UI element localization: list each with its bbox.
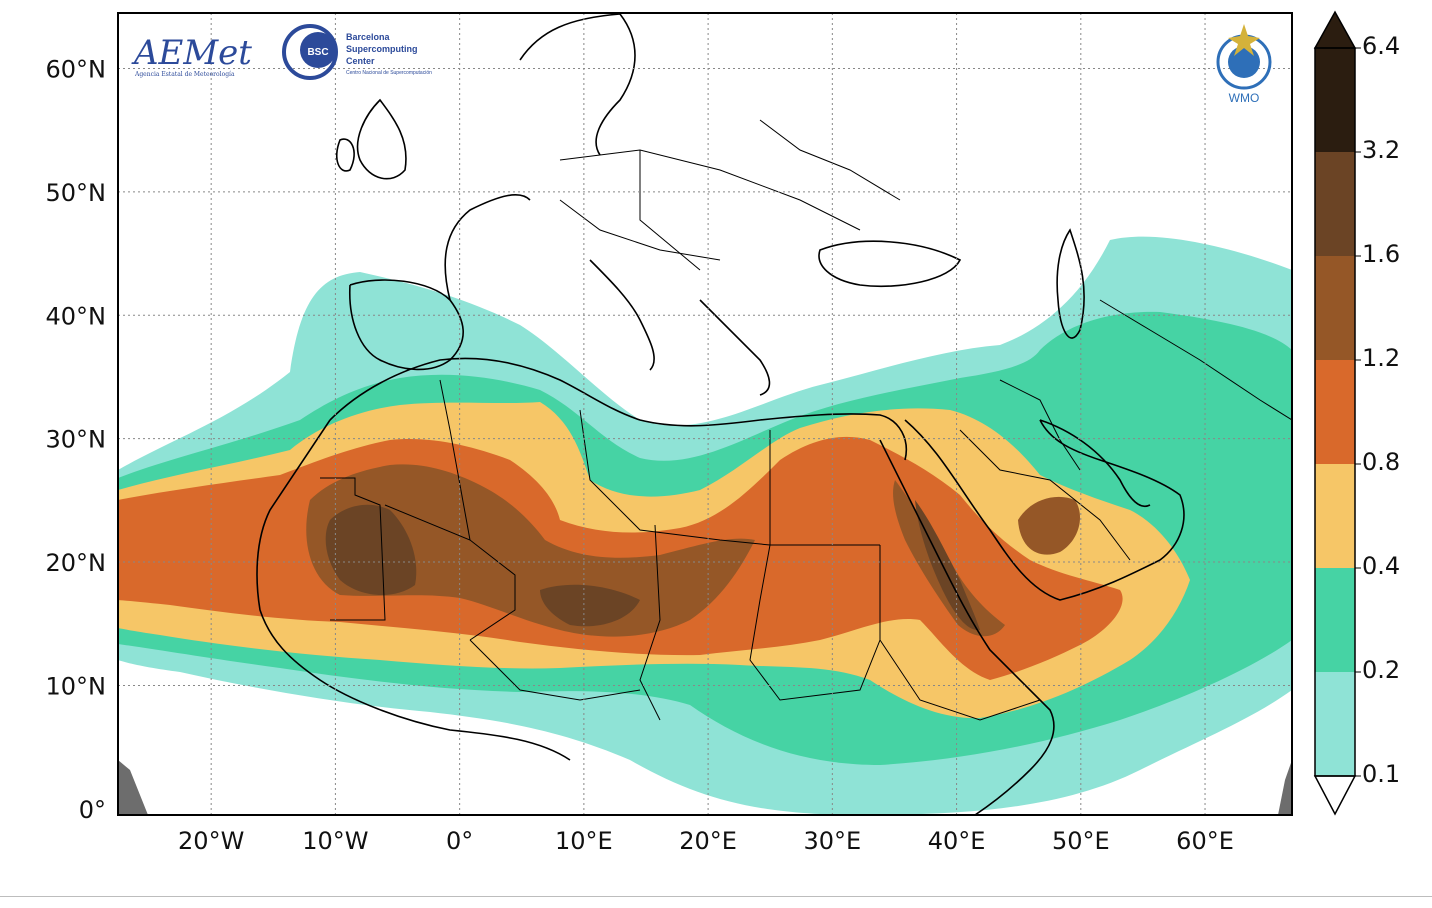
coast-italy [589,259,655,371]
lat-tick-label: 60°N [46,56,107,84]
wmo-text: WMO [1229,91,1260,105]
country-borders [320,119,1292,721]
dust-band-1.6 [325,504,417,596]
lon-tick-label: 40°E [928,827,986,855]
border-europe-2 [559,199,721,261]
border-ethiopia [879,639,1041,721]
colorbar-level-label: 0.1 [1362,760,1400,788]
lat-tick-label: 40°N [46,302,107,330]
coast-west-africa [256,419,571,761]
dust-band-1.6-central [540,584,640,627]
colorbar-level-label: 1.6 [1362,240,1400,268]
coast-britain [356,98,407,180]
lat-tick-label: 50°N [46,179,107,207]
lat-tick-label: 20°N [46,549,107,577]
latitude-ticks: 60°N 50°N 40°N 30°N 20°N 10°N 0° [46,56,107,824]
border-mali-niger [384,504,516,641]
colorbar-frame [1314,47,1356,777]
wmo-star-icon [1228,24,1260,56]
coast-france [444,194,531,301]
lon-tick-label: 30°E [803,827,861,855]
coast-arabia [904,419,1185,601]
bsc-line3: Center [346,56,375,66]
colorbar-labels: 6.4 3.2 1.6 1.2 0.8 0.4 0.2 0.1 [1355,32,1400,788]
wmo-logo: WMO [1216,24,1272,105]
bsc-badge-text: BSC [307,47,328,58]
colorbar-segment [1315,360,1355,465]
lat-tick-label: 0° [79,796,106,824]
longitude-ticks: 20°W 10°W 0° 10°E 20°E 30°E 40°E 50°E 60°E [178,827,1234,855]
border-mauritania [320,477,386,621]
coastlines [256,13,1185,815]
aemet-logo-text: AEMet [131,33,252,73]
colorbar-segment [1315,152,1355,257]
border-libya [579,409,771,546]
lon-tick-label: 20°W [178,827,244,855]
aemet-logo: AEMet Agencia Estatal de Meteorología [131,33,252,78]
colorbar-bottom-arrow [1313,775,1357,816]
border-iran [1099,299,1292,421]
coast-gulf [1039,419,1151,507]
colorbar-segment [1315,568,1355,673]
lat-tick-label: 10°N [46,672,107,700]
lon-tick-label: 60°E [1176,827,1234,855]
border-saudi [959,429,1131,561]
colorbar: 6.4 3.2 1.6 1.2 0.8 0.4 0.2 0.1 [1313,10,1400,816]
wmo-emblem-globe [1228,46,1260,78]
border-europe-3 [639,150,701,271]
bsc-logo: BSC Barcelona Supercomputing Center Cent… [282,24,432,80]
colorbar-top-arrow [1313,10,1357,49]
dust-band-1.2-arabia [1018,496,1080,555]
bsc-subtitle: Centro Nacional de Supercomputación [346,70,432,76]
colorbar-level-label: 0.2 [1362,656,1400,684]
graticule [118,13,1292,815]
bsc-logo-disc [300,32,336,68]
lon-tick-label: 50°E [1052,827,1110,855]
colorbar-level-label: 6.4 [1362,32,1400,60]
colorbar-level-label: 3.2 [1362,136,1400,164]
colorbar-segment [1315,672,1355,777]
lon-tick-label: 0° [446,827,473,855]
border-europe-4 [759,119,901,201]
border-europe-1 [559,149,861,231]
bsc-logo-ring [282,24,338,80]
no-data-left [118,760,148,815]
colorbar-segment [1315,48,1355,153]
map-frame [117,12,1293,816]
aemet-logo-subtitle: Agencia Estatal de Meteorología [134,71,235,78]
lon-tick-label: 20°E [679,827,737,855]
colorbar-segment [1315,464,1355,569]
no-data-right [1278,760,1292,815]
border-central-africa [469,639,641,701]
bottom-divider [0,896,1432,897]
border-iraq [999,379,1081,471]
border-chad-sudan [639,524,661,721]
colorbar-level-label: 0.4 [1362,552,1400,580]
bsc-line1: Barcelona [346,32,391,42]
coast-caspian [1056,228,1085,339]
bsc-line2: Supercomputing [346,44,418,54]
colorbar-level-label: 0.8 [1362,448,1400,476]
coast-greece [699,299,771,396]
lon-tick-label: 10°E [555,827,613,855]
coast-north-africa [329,357,907,461]
lat-tick-label: 30°N [46,426,107,454]
coast-black-sea [818,240,962,288]
colorbar-segment [1315,256,1355,361]
colorbar-segments [1315,48,1355,777]
coast-red-sea [879,439,1055,815]
dust-band-1.6-redsea [915,500,980,631]
dust-band-1.2 [306,464,755,637]
lon-tick-label: 10°W [302,827,368,855]
coast-scandinavia [519,13,636,156]
border-algeria [439,379,471,541]
colorbar-level-label: 1.2 [1362,344,1400,372]
coast-iberia [349,279,464,371]
dust-concentration-field [118,236,1292,815]
coast-ireland [335,138,355,172]
